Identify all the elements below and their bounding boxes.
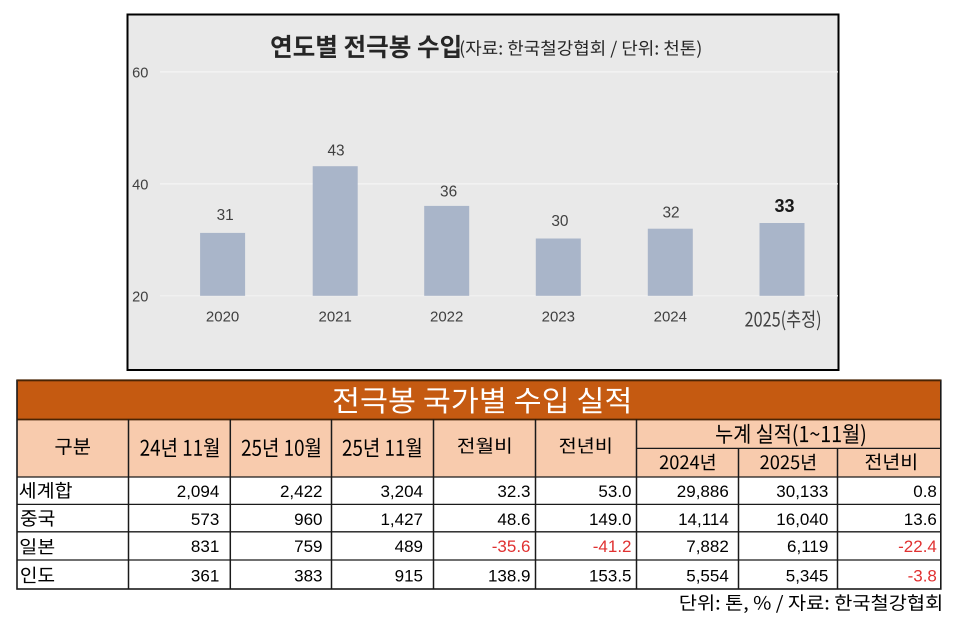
svg-text:0.8: 0.8 [913, 482, 937, 501]
svg-text:2021: 2021 [319, 309, 352, 326]
svg-text:32.3: 32.3 [497, 482, 530, 501]
svg-text:33: 33 [774, 196, 794, 216]
svg-text:2020: 2020 [206, 309, 239, 326]
svg-text:2,422: 2,422 [280, 482, 323, 501]
svg-text:361: 361 [191, 567, 219, 586]
svg-text:-3.8: -3.8 [908, 567, 937, 586]
svg-text:2024: 2024 [654, 309, 687, 326]
svg-text:60: 60 [132, 65, 148, 81]
svg-text:16,040: 16,040 [776, 510, 828, 529]
svg-text:759: 759 [294, 537, 322, 556]
svg-text:2022: 2022 [430, 309, 463, 326]
svg-text:7,882: 7,882 [686, 537, 729, 556]
svg-text:3,204: 3,204 [380, 482, 423, 501]
svg-text:-35.6: -35.6 [492, 537, 531, 556]
svg-text:53.0: 53.0 [598, 482, 631, 501]
svg-text:30: 30 [551, 213, 568, 230]
svg-text:383: 383 [294, 567, 322, 586]
svg-text:6,119: 6,119 [787, 537, 828, 556]
svg-text:20: 20 [132, 289, 148, 305]
svg-text:32: 32 [662, 205, 679, 222]
svg-text:1,427: 1,427 [380, 510, 423, 529]
svg-text:149.0: 149.0 [589, 510, 632, 529]
svg-text:36: 36 [440, 183, 457, 200]
svg-text:-22.4: -22.4 [898, 537, 937, 556]
svg-text:153.5: 153.5 [589, 567, 632, 586]
svg-text:13.6: 13.6 [904, 510, 937, 529]
svg-text:2023: 2023 [542, 309, 575, 326]
svg-text:915: 915 [395, 567, 423, 586]
svg-text:2,094: 2,094 [177, 482, 220, 501]
svg-text:5,554: 5,554 [686, 567, 729, 586]
svg-text:48.6: 48.6 [497, 510, 530, 529]
svg-text:14,114: 14,114 [678, 510, 729, 529]
svg-text:40: 40 [132, 177, 148, 193]
svg-text:5,345: 5,345 [786, 567, 829, 586]
svg-text:138.9: 138.9 [488, 567, 531, 586]
svg-text:489: 489 [395, 537, 423, 556]
svg-text:573: 573 [191, 510, 219, 529]
svg-text:29,886: 29,886 [677, 482, 729, 501]
svg-text:30,133: 30,133 [776, 482, 828, 501]
svg-text:31: 31 [217, 207, 234, 224]
svg-text:43: 43 [327, 142, 344, 159]
svg-text:-41.2: -41.2 [593, 537, 632, 556]
svg-text:960: 960 [294, 510, 322, 529]
svg-text:831: 831 [191, 537, 219, 556]
